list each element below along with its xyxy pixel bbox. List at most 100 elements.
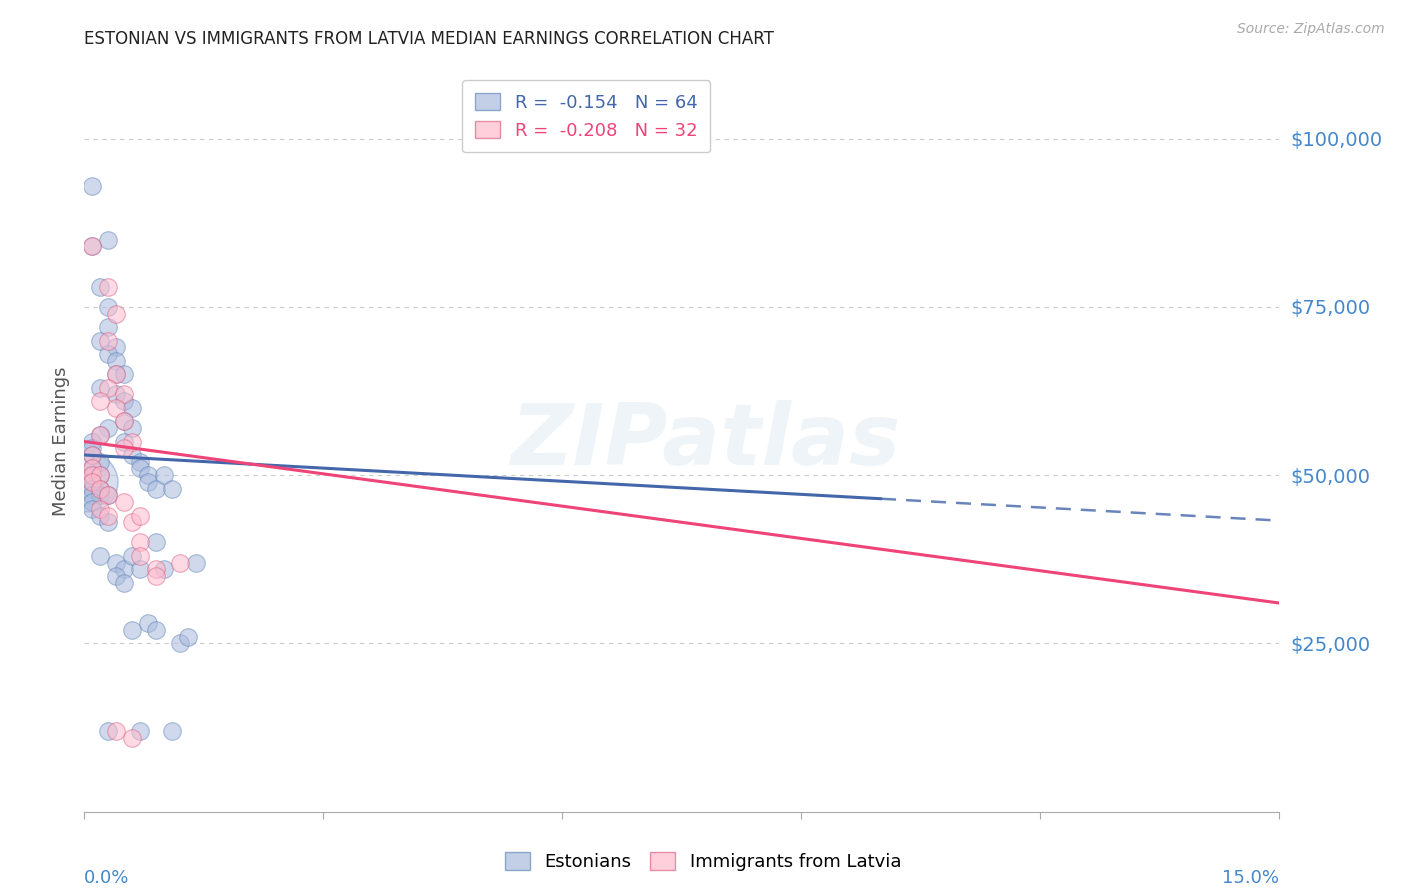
Point	[136, 468, 159, 483]
Text: 15.0%: 15.0%	[1222, 869, 1279, 887]
Point	[129, 562, 152, 576]
Point	[129, 455, 152, 469]
Point	[82, 475, 104, 489]
Point	[145, 569, 167, 583]
Point	[82, 468, 104, 483]
Point	[82, 482, 104, 496]
Point	[89, 501, 111, 516]
Point	[89, 334, 111, 348]
Text: Source: ZipAtlas.com: Source: ZipAtlas.com	[1237, 22, 1385, 37]
Point	[105, 368, 128, 382]
Point	[169, 556, 191, 570]
Point	[112, 414, 135, 428]
Point	[129, 535, 152, 549]
Point	[153, 468, 176, 483]
Point	[105, 307, 128, 321]
Point	[89, 488, 111, 502]
Text: ZIPatlas: ZIPatlas	[510, 400, 901, 483]
Point	[89, 427, 111, 442]
Point	[169, 636, 191, 650]
Point	[112, 414, 135, 428]
Point	[82, 442, 104, 456]
Point	[153, 562, 176, 576]
Point	[145, 482, 167, 496]
Point	[97, 723, 120, 738]
Point	[89, 468, 111, 483]
Point	[97, 488, 120, 502]
Point	[136, 475, 159, 489]
Point	[97, 421, 120, 435]
Point	[89, 279, 111, 293]
Point	[121, 401, 143, 415]
Point	[121, 549, 143, 563]
Point	[97, 381, 120, 395]
Point	[112, 394, 135, 409]
Point	[105, 368, 128, 382]
Point	[89, 455, 111, 469]
Point	[97, 347, 120, 361]
Point	[89, 468, 111, 483]
Point	[89, 381, 111, 395]
Point	[82, 468, 104, 483]
Point	[145, 535, 167, 549]
Text: 0.0%: 0.0%	[84, 869, 129, 887]
Point	[105, 401, 128, 415]
Point	[82, 178, 104, 193]
Point	[160, 482, 183, 496]
Point	[97, 233, 120, 247]
Point	[121, 448, 143, 462]
Point	[112, 387, 135, 401]
Point	[105, 723, 128, 738]
Point	[82, 448, 104, 462]
Point	[105, 556, 128, 570]
Point	[89, 394, 111, 409]
Point	[97, 516, 120, 530]
Point	[82, 239, 104, 253]
Point	[82, 475, 104, 489]
Point	[112, 442, 135, 456]
Text: ESTONIAN VS IMMIGRANTS FROM LATVIA MEDIAN EARNINGS CORRELATION CHART: ESTONIAN VS IMMIGRANTS FROM LATVIA MEDIA…	[84, 29, 775, 47]
Point	[82, 488, 104, 502]
Point	[160, 723, 183, 738]
Point	[121, 434, 143, 449]
Point	[82, 448, 104, 462]
Point	[97, 279, 120, 293]
Point	[112, 434, 135, 449]
Point	[89, 482, 111, 496]
Point	[145, 623, 167, 637]
Point	[112, 575, 135, 590]
Point	[97, 488, 120, 502]
Point	[129, 461, 152, 475]
Legend: Estonians, Immigrants from Latvia: Estonians, Immigrants from Latvia	[498, 846, 908, 879]
Point	[89, 508, 111, 523]
Point	[97, 334, 120, 348]
Point	[177, 630, 200, 644]
Point	[136, 616, 159, 631]
Point	[97, 508, 120, 523]
Point	[105, 387, 128, 401]
Point	[105, 569, 128, 583]
Point	[105, 340, 128, 354]
Point	[89, 549, 111, 563]
Point	[105, 353, 128, 368]
Point	[77, 475, 100, 489]
Point	[97, 300, 120, 314]
Point	[97, 320, 120, 334]
Point	[129, 549, 152, 563]
Point	[184, 556, 207, 570]
Point	[82, 495, 104, 509]
Point	[112, 495, 135, 509]
Point	[82, 461, 104, 475]
Point	[121, 731, 143, 745]
Legend: R =  -0.154   N = 64, R =  -0.208   N = 32: R = -0.154 N = 64, R = -0.208 N = 32	[463, 80, 710, 153]
Point	[82, 239, 104, 253]
Point	[112, 562, 135, 576]
Point	[82, 501, 104, 516]
Point	[112, 368, 135, 382]
Point	[82, 461, 104, 475]
Point	[121, 421, 143, 435]
Point	[121, 623, 143, 637]
Point	[129, 508, 152, 523]
Point	[145, 562, 167, 576]
Y-axis label: Median Earnings: Median Earnings	[52, 367, 70, 516]
